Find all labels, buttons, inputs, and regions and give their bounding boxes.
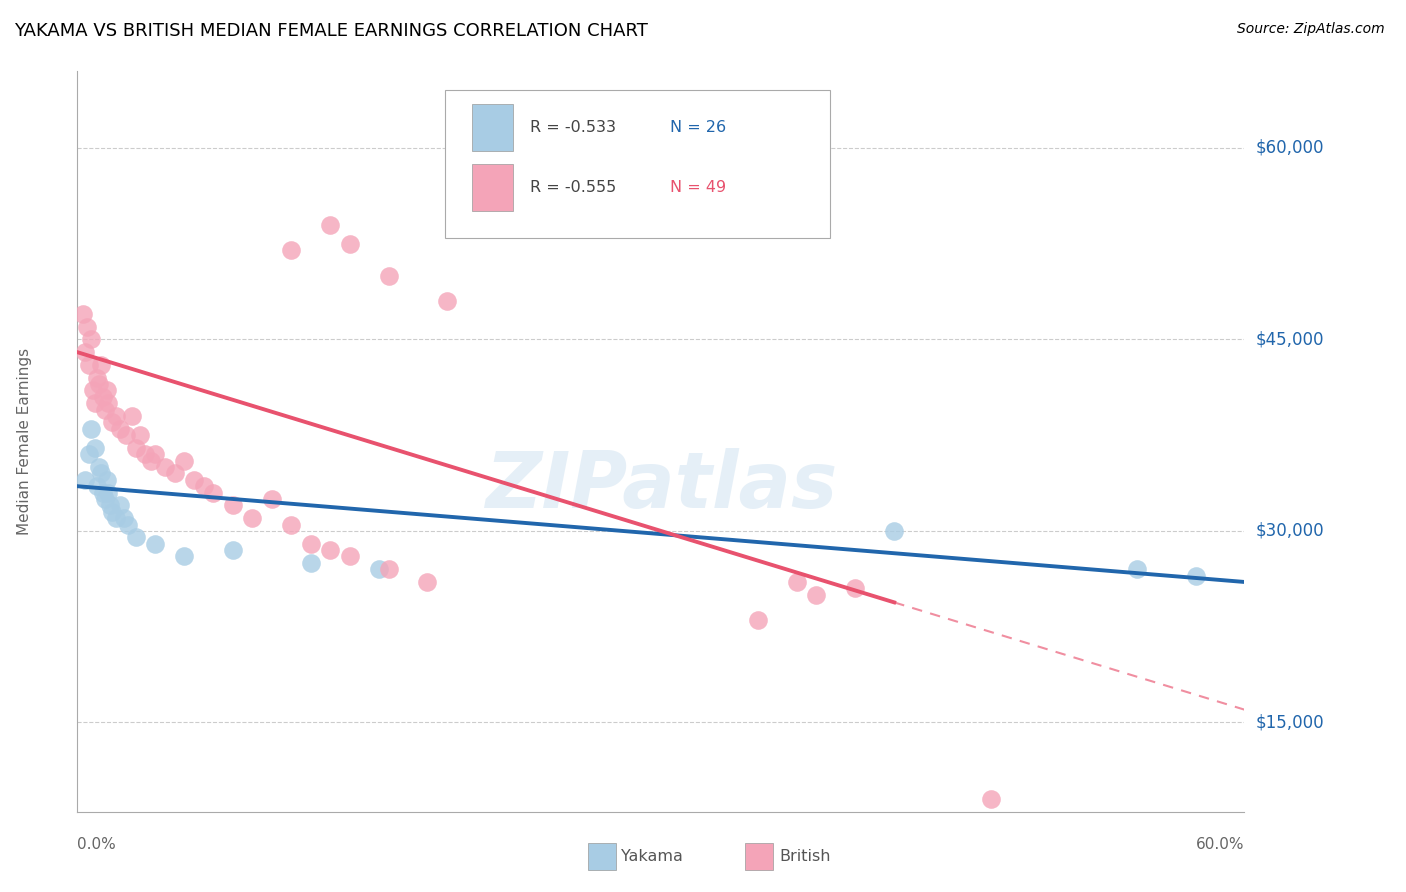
- Text: N = 49: N = 49: [671, 180, 727, 195]
- Point: [222, 499, 245, 513]
- Point: [377, 268, 399, 283]
- FancyBboxPatch shape: [472, 104, 513, 152]
- Point: [193, 479, 215, 493]
- Point: [134, 447, 156, 461]
- Point: [87, 377, 110, 392]
- Point: [339, 549, 361, 564]
- Point: [80, 422, 103, 436]
- Point: [260, 491, 283, 506]
- Point: [77, 358, 100, 372]
- Text: Yakama: Yakama: [621, 849, 683, 863]
- Point: [75, 473, 97, 487]
- Point: [222, 543, 245, 558]
- Text: R = -0.533: R = -0.533: [530, 120, 616, 135]
- Point: [844, 582, 866, 596]
- Point: [101, 505, 124, 519]
- Text: ZIPatlas: ZIPatlas: [485, 448, 837, 524]
- Point: [82, 384, 104, 398]
- Text: $15,000: $15,000: [1256, 714, 1324, 731]
- Text: $45,000: $45,000: [1256, 330, 1324, 349]
- FancyBboxPatch shape: [444, 90, 830, 238]
- Text: $30,000: $30,000: [1256, 522, 1324, 540]
- Point: [96, 473, 118, 487]
- Point: [90, 358, 112, 372]
- Point: [101, 416, 124, 430]
- Point: [280, 517, 302, 532]
- Point: [183, 473, 205, 487]
- Text: R = -0.555: R = -0.555: [530, 180, 616, 195]
- Point: [86, 479, 108, 493]
- Point: [299, 556, 322, 570]
- Point: [87, 460, 110, 475]
- Point: [319, 543, 342, 558]
- Point: [339, 236, 361, 251]
- Text: $60,000: $60,000: [1256, 139, 1324, 157]
- Point: [108, 422, 131, 436]
- Point: [747, 613, 769, 627]
- Point: [83, 441, 105, 455]
- Text: YAKAMA VS BRITISH MEDIAN FEMALE EARNINGS CORRELATION CHART: YAKAMA VS BRITISH MEDIAN FEMALE EARNINGS…: [14, 22, 648, 40]
- Text: N = 26: N = 26: [671, 120, 727, 135]
- Point: [143, 536, 166, 550]
- Point: [105, 511, 128, 525]
- Point: [806, 588, 828, 602]
- Point: [100, 499, 122, 513]
- FancyBboxPatch shape: [472, 164, 513, 211]
- Point: [83, 396, 105, 410]
- Point: [280, 243, 302, 257]
- Point: [77, 447, 100, 461]
- Point: [319, 218, 342, 232]
- Point: [97, 396, 120, 410]
- Point: [1184, 568, 1206, 582]
- Point: [143, 447, 166, 461]
- Point: [980, 792, 1002, 806]
- Text: Median Female Earnings: Median Female Earnings: [17, 348, 32, 535]
- Point: [367, 562, 389, 576]
- Text: British: British: [779, 849, 831, 863]
- Point: [124, 441, 148, 455]
- Point: [242, 511, 264, 525]
- Point: [76, 319, 98, 334]
- Point: [117, 517, 139, 532]
- Point: [128, 428, 150, 442]
- Point: [436, 294, 458, 309]
- Point: [112, 511, 135, 525]
- Point: [75, 345, 97, 359]
- Point: [124, 530, 148, 544]
- Point: [377, 562, 399, 576]
- Point: [86, 370, 108, 384]
- Point: [1126, 562, 1149, 576]
- Point: [108, 499, 131, 513]
- Point: [299, 536, 322, 550]
- Point: [786, 574, 808, 589]
- Point: [141, 453, 163, 467]
- Point: [93, 491, 115, 506]
- Point: [163, 467, 186, 481]
- Point: [97, 485, 120, 500]
- Text: 60.0%: 60.0%: [1197, 837, 1244, 852]
- Point: [115, 428, 138, 442]
- Text: Source: ZipAtlas.com: Source: ZipAtlas.com: [1237, 22, 1385, 37]
- Point: [121, 409, 143, 423]
- Point: [883, 524, 905, 538]
- Point: [72, 307, 94, 321]
- Point: [91, 390, 114, 404]
- Point: [153, 460, 176, 475]
- Point: [173, 453, 195, 467]
- Point: [90, 467, 112, 481]
- Point: [202, 485, 225, 500]
- Point: [96, 384, 118, 398]
- Point: [173, 549, 195, 564]
- Point: [105, 409, 128, 423]
- Point: [80, 333, 103, 347]
- Point: [93, 402, 115, 417]
- Point: [416, 574, 439, 589]
- Text: 0.0%: 0.0%: [77, 837, 117, 852]
- Point: [91, 485, 114, 500]
